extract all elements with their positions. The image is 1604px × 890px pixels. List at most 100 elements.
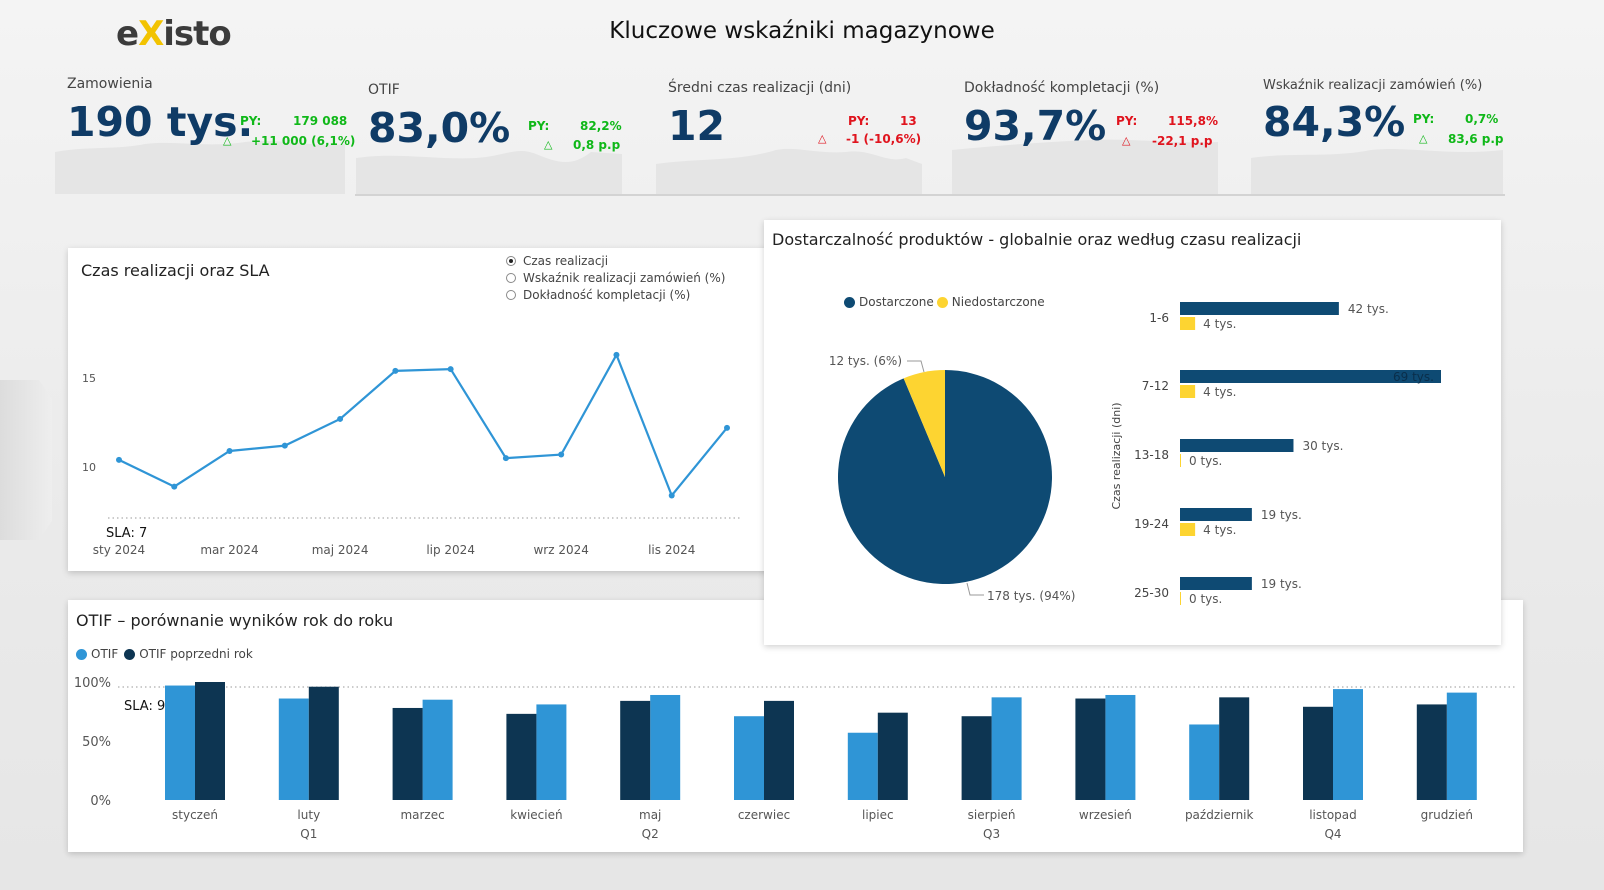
bar-data-label: 19 tys. [1261, 508, 1302, 522]
page-title: Kluczowe wskaźniki magazynowe [609, 18, 995, 44]
data-point [502, 455, 509, 462]
x-tick-label: grudzień [1421, 808, 1473, 822]
bar-category-label: 25-30 [1134, 586, 1169, 600]
x-tick-label: lip 2024 [426, 543, 475, 557]
kpi-py-label: PY: [1413, 112, 1435, 126]
bar-not-delivered [1180, 523, 1196, 536]
trend-up-icon: △ [223, 134, 232, 147]
bar-otif [536, 704, 567, 800]
collapsed-filter-pane-tab[interactable] [0, 380, 52, 540]
bar-delivered [1180, 302, 1339, 315]
x-tick-label: marzec [400, 808, 444, 822]
bar-not-delivered [1180, 385, 1196, 398]
deliverability-pie-and-bars: 12 tys. (6%) 178 tys. (94%) Czas realizacj… [829, 302, 1441, 606]
kpi-divider [355, 194, 1505, 196]
data-point [668, 492, 675, 499]
sparkline [656, 148, 922, 194]
x-tick-label: maj 2024 [312, 543, 369, 557]
x-tick-label: kwiecień [510, 808, 562, 822]
kpi-delta: +11 000 (6,1%) [251, 134, 356, 148]
kpi-label: Wskaźnik realizacji zamówień (%) [1263, 78, 1483, 93]
option-label: Dokładność kompletacji (%) [523, 288, 691, 302]
data-point [724, 424, 730, 431]
bar-category-label: 7-12 [1142, 379, 1169, 393]
bar-otif-previous-year [1303, 706, 1333, 800]
kpi-card-otif[interactable]: OTIF 83,0% PY: 82,2% △ 0,8 p.p [356, 72, 628, 196]
kpi-label: Średni czas realizacji (dni) [668, 80, 852, 96]
kpi-value: 83,0% [368, 104, 511, 152]
x-tick-label: listopad [1309, 808, 1357, 822]
legend-dot-otif [76, 648, 87, 660]
data-point [447, 366, 454, 373]
bar-otif-previous-year [764, 700, 794, 800]
bar-category-label: 13-18 [1134, 448, 1169, 462]
bar-otif [734, 716, 764, 800]
bar-otif [422, 699, 453, 800]
kpi-delta: -1 (-10,6%) [846, 132, 922, 146]
x-tick-label: wrz 2024 [533, 543, 588, 557]
metric-option-accuracy[interactable]: Dokładność kompletacji (%) [506, 288, 690, 302]
pie-slice [903, 370, 945, 477]
y-tick-label: 50% [82, 735, 111, 750]
option-label: Wskaźnik realizacji zamówień (%) [523, 271, 726, 285]
leader-line [907, 360, 925, 373]
x-tick-label: październik [1185, 808, 1254, 822]
deliverability-card[interactable]: Dostarczalność produktów - globalnie ora… [764, 220, 1501, 645]
card-title: Dostarczalność produktów - globalnie ora… [772, 230, 1302, 249]
bar-data-label: 4 tys. [1203, 317, 1236, 331]
data-point [337, 415, 344, 422]
metric-option-lead-time[interactable]: Czas realizacji [506, 254, 608, 268]
kpi-card-avg-lead-time[interactable]: Średni czas realizacji (dni) 12 PY: 13 △… [656, 72, 928, 196]
data-point [392, 367, 399, 374]
kpi-card-orders[interactable]: Zamowienia 190 tys. PY: 179 088 △ +11 00… [55, 72, 357, 196]
lead-time-series-line [118, 352, 728, 498]
bar-otif-previous-year [1075, 698, 1106, 800]
y-tick-label: 15 [82, 372, 96, 385]
sla-label: SLA: 7 [106, 526, 147, 541]
line-chart-card[interactable]: Czas realizacji oraz SLA Czas realizacji… [68, 248, 788, 571]
bar-otif [1446, 692, 1477, 800]
kpi-py-value: 0,7% [1465, 112, 1499, 126]
legend-dot-otif-prev [124, 648, 136, 660]
bar-otif-previous-year [392, 707, 423, 800]
bar-data-label: 0 tys. [1189, 454, 1222, 468]
kpi-card-order-fulfillment[interactable]: Wskaźnik realizacji zamówień (%) 84,3% P… [1251, 72, 1513, 196]
bar-data-label: 4 tys. [1203, 523, 1236, 537]
bar-axis-title: Czas realizacji (dni) [1110, 402, 1123, 509]
y-tick-label: 10 [82, 461, 96, 474]
x-tick-label: luty [297, 808, 320, 822]
bar-otif [1189, 724, 1220, 800]
card-title: Czas realizacji oraz SLA [81, 261, 270, 280]
radio-icon[interactable] [506, 273, 516, 283]
sparkline [1251, 149, 1503, 194]
radio-selected-icon[interactable] [506, 256, 516, 266]
kpi-delta: 83,6 p.p [1448, 132, 1504, 146]
bar-data-label: 69 tys. [1393, 370, 1434, 384]
bar-otif-previous-year [1219, 697, 1250, 800]
bar-otif [1333, 689, 1363, 800]
bar-otif-previous-year [195, 682, 225, 800]
bar-otif-previous-year [1416, 704, 1447, 800]
x-tick-label: styczeń [172, 808, 218, 822]
bar-otif [847, 732, 878, 800]
legend-label: OTIF poprzedni rok [139, 647, 253, 661]
legend-dot-not-delivered [936, 296, 948, 308]
radio-icon[interactable] [506, 290, 516, 300]
sparkline [952, 139, 1218, 194]
trend-up-icon: △ [1419, 132, 1428, 145]
kpi-label: Dokładność kompletacji (%) [964, 80, 1160, 96]
data-point [226, 447, 233, 454]
bar-otif-previous-year [620, 700, 651, 800]
legend-label: Dostarczone [859, 295, 934, 309]
data-point [116, 456, 122, 463]
trend-up-icon: △ [818, 132, 827, 145]
kpi-card-picking-accuracy[interactable]: Dokładność kompletacji (%) 93,7% PY: 115… [952, 72, 1224, 196]
lead-time-line-chart: 10 15 SLA: 7 sty 2024 mar 2024 maj 2024 lip 20… [82, 351, 740, 557]
metric-option-fulfillment[interactable]: Wskaźnik realizacji zamówień (%) [506, 271, 725, 285]
option-label: Czas realizacji [523, 254, 609, 268]
bar-delivered [1180, 508, 1252, 521]
legend-label: Niedostarczone [951, 295, 1045, 309]
x-tick-label: mar 2024 [200, 543, 258, 557]
x-tick-label: sty 2024 [93, 543, 145, 557]
y-tick-label: 100% [74, 676, 111, 691]
